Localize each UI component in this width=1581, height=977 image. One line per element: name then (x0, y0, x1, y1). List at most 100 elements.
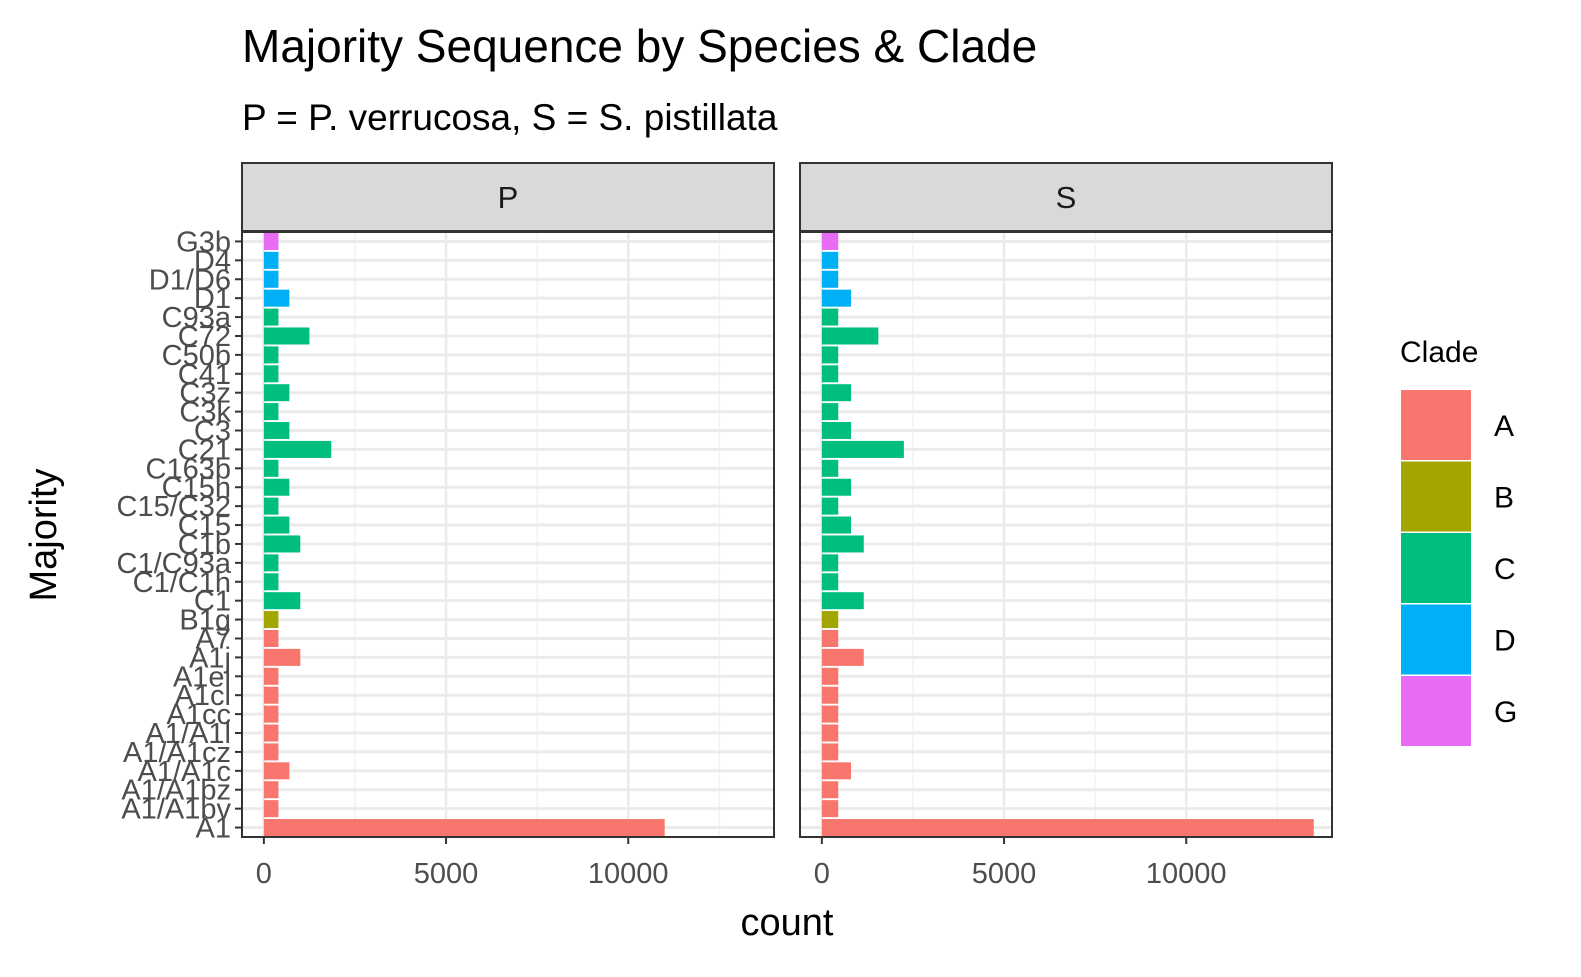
bar-P-C15/C32 (263, 497, 279, 515)
y-tick-label: C163b (146, 453, 231, 485)
y-tick-label: C50b (162, 340, 231, 372)
bar-P-C3 (263, 422, 290, 440)
x-tick-label: 5000 (414, 858, 479, 890)
y-tick-label: C41 (178, 359, 231, 391)
y-tick-label: G3b (176, 226, 231, 258)
bar-S-A1/A1c (821, 762, 852, 780)
bar-S-A1j (821, 648, 864, 666)
bar-P-C93a (263, 308, 279, 326)
legend-label-C: C (1494, 553, 1516, 586)
bar-S-C1/C93a (821, 554, 839, 572)
y-tick-label: B1g (179, 605, 231, 637)
bar-P-C21 (263, 440, 332, 458)
bar-S-C93a (821, 308, 839, 326)
panel-background (800, 232, 1332, 837)
y-tick-label: A1el (173, 661, 231, 693)
y-tick-label: C15h (162, 472, 231, 504)
y-tick-label: C3k (179, 397, 231, 429)
y-tick-label: D1/D6 (149, 264, 231, 296)
bar-P-G3b (263, 232, 279, 250)
y-tick-label: C15/C32 (117, 491, 231, 523)
bar-S-B1g (821, 611, 839, 629)
bar-S-C1 (821, 592, 864, 610)
facet-panel-P: P 0 5000 10000 (241, 162, 775, 890)
legend-swatch-B (1401, 461, 1471, 532)
y-tick-label: C21 (178, 434, 231, 466)
facet-panels: P 0 5000 10000 S 0 5000 10000 (241, 162, 1333, 890)
bar-P-C3z (263, 384, 290, 402)
y-tick-label: C1/C93a (117, 548, 232, 580)
bar-S-C3k (821, 403, 839, 421)
legend-label-B: B (1494, 482, 1514, 515)
legend: Clade A B C D G (1400, 336, 1517, 746)
facet-strip-label: P (498, 180, 519, 215)
bar-S-C3z (821, 384, 852, 402)
bar-S-C15/C32 (821, 497, 839, 515)
bar-S-G3b (821, 232, 839, 250)
bar-S-C163b (821, 459, 839, 477)
bar-P-A1cl (263, 686, 279, 704)
y-tick-label: D1 (194, 283, 231, 315)
y-tick-label: C3 (194, 416, 231, 448)
bar-S-C15h (821, 478, 852, 496)
y-tick-label: C1 (194, 586, 231, 618)
bar-P-B1g (263, 611, 279, 629)
bar-P-A1/A1bz (263, 781, 279, 799)
bar-S-C41 (821, 365, 839, 383)
bar-S-A1cc (821, 705, 839, 723)
y-tick-label: C1/C1h (133, 567, 231, 599)
bar-S-C1/C1h (821, 573, 839, 591)
chart-title: Majority Sequence by Species & Clade (242, 20, 1037, 72)
bar-S-A1cl (821, 686, 839, 704)
legend-swatch-G (1401, 676, 1471, 746)
facet-strip (799, 162, 1333, 232)
bar-S-C21 (821, 440, 904, 458)
y-tick-label: A1/A1cz (123, 737, 231, 769)
y-tick-label: A1 (196, 813, 231, 845)
y-tick-label: D4 (194, 245, 231, 277)
bar-S-D1/D6 (821, 270, 839, 288)
bar-P-C3k (263, 403, 279, 421)
y-tick-label: A1cc (167, 699, 231, 731)
legend-swatch-D (1401, 604, 1471, 675)
legend-label-D: D (1494, 625, 1516, 658)
facet-strip (241, 162, 775, 232)
y-tick-label: C72 (178, 321, 231, 353)
bar-P-C72 (263, 327, 310, 345)
bar-S-C3 (821, 422, 852, 440)
x-tick-label: 10000 (1146, 858, 1227, 890)
y-tick-label: A1/A1bv (121, 794, 231, 826)
chart-subtitle: P = P. verrucosa, S = S. pistillata (242, 97, 778, 138)
bar-P-C163b (263, 459, 279, 477)
y-axis: G3bD4D1/D6D1C93aC72C50bC41C3zC3kC3C21C16… (117, 226, 242, 845)
y-tick-label: A1/A1bz (121, 775, 231, 807)
legend-label-A: A (1494, 410, 1514, 443)
bar-P-C15 (263, 516, 290, 534)
bar-S-A1/A1bv (821, 800, 839, 818)
y-tick-label: C93a (162, 302, 232, 334)
y-tick-label: A1cl (175, 680, 231, 712)
bar-S-C72 (821, 327, 879, 345)
panel-background (242, 232, 774, 837)
x-tick-label: 10000 (588, 858, 669, 890)
bar-P-A1/A1bv (263, 800, 279, 818)
bar-P-A1 (263, 819, 665, 837)
bar-P-D4 (263, 251, 279, 269)
bar-S-C15 (821, 516, 852, 534)
bar-P-D1/D6 (263, 270, 279, 288)
y-tick-label: A1j (189, 642, 231, 674)
legend-label-G: G (1494, 696, 1517, 729)
bar-P-A1cc (263, 705, 279, 723)
bar-P-C1b (263, 535, 301, 553)
bar-S-A1/A1l (821, 724, 839, 742)
y-tick-label: A1/A1c (138, 756, 232, 788)
x-axis-label: count (741, 902, 834, 944)
y-tick-label: A1/A1l (146, 718, 231, 750)
bar-S-A1 (821, 819, 1314, 837)
bar-P-A1j (263, 648, 301, 666)
bar-P-A7 (263, 629, 279, 647)
bar-P-C1 (263, 592, 301, 610)
y-axis-label: Majority (23, 468, 65, 601)
bar-P-C1/C93a (263, 554, 279, 572)
